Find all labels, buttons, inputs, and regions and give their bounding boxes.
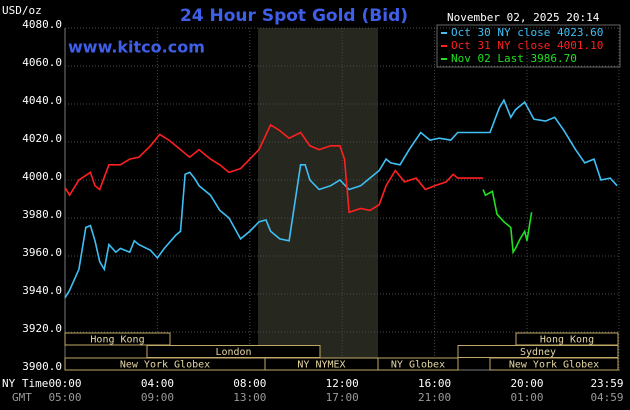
- timestamp: November 02, 2025 20:14: [447, 11, 600, 24]
- chart-title: 24 Hour Spot Gold (Bid): [180, 6, 408, 26]
- y-tick-label: 4080.0: [22, 18, 62, 31]
- legend-box: [436, 24, 621, 68]
- gmt-tick-label: 17:00: [326, 391, 359, 404]
- x-tick-label: 20:00: [510, 377, 543, 390]
- session-label: New York Globex: [120, 360, 210, 371]
- site-label: www.kitco.com: [68, 38, 205, 57]
- price-line: [64, 123, 484, 214]
- x-tick-label: 08:00: [233, 377, 266, 390]
- legend-label: Nov 02 Last 3986.70: [451, 52, 577, 65]
- gmt-tick-label: 09:00: [141, 391, 174, 404]
- session-bar: [489, 357, 619, 371]
- price-line: [482, 189, 533, 255]
- session-label: Hong Kong: [540, 335, 594, 346]
- y-tick-label: 3940.0: [22, 284, 62, 297]
- session-label: Sydney: [520, 347, 556, 358]
- x-tick-label: 16:00: [418, 377, 451, 390]
- session-bar: [377, 357, 459, 371]
- legend-label: Oct 31 NY close 4001.10: [451, 39, 603, 52]
- session-label: London: [215, 347, 251, 358]
- session-label: NY NYMEX: [297, 360, 345, 371]
- x-tick-label: 00:00: [48, 377, 81, 390]
- session-label: NY Globex: [391, 360, 445, 371]
- y-tick-label: 3980.0: [22, 208, 62, 221]
- nymex-shade: [258, 28, 378, 370]
- x-tick-label: 23:59: [590, 377, 623, 390]
- ny-time-label: NY Time: [2, 377, 48, 390]
- gmt-tick-label: 05:00: [48, 391, 81, 404]
- y-tick-label: 3920.0: [22, 322, 62, 335]
- session-bar: [64, 332, 171, 346]
- x-tick-label: 12:00: [326, 377, 359, 390]
- y-tick-label: 4040.0: [22, 94, 62, 107]
- legend-label: Oct 30 NY close 4023.60: [451, 26, 603, 39]
- gmt-label: GMT: [12, 391, 32, 404]
- y-tick-label: 4020.0: [22, 132, 62, 145]
- gmt-tick-label: 13:00: [233, 391, 266, 404]
- gmt-tick-label: 01:00: [510, 391, 543, 404]
- session-label: New York Globex: [509, 360, 599, 371]
- gmt-tick-label: 21:00: [418, 391, 451, 404]
- y-tick-label: 3900.0: [22, 360, 62, 373]
- y-tick-label: 3960.0: [22, 246, 62, 259]
- y-unit: USD/oz: [2, 4, 42, 17]
- y-tick-label: 4000.0: [22, 170, 62, 183]
- session-bar: [515, 332, 619, 346]
- session-label: Hong Kong: [90, 335, 144, 346]
- y-tick-label: 4060.0: [22, 56, 62, 69]
- gmt-tick-label: 04:59: [590, 391, 623, 404]
- x-tick-label: 04:00: [141, 377, 174, 390]
- price-line: [64, 98, 618, 299]
